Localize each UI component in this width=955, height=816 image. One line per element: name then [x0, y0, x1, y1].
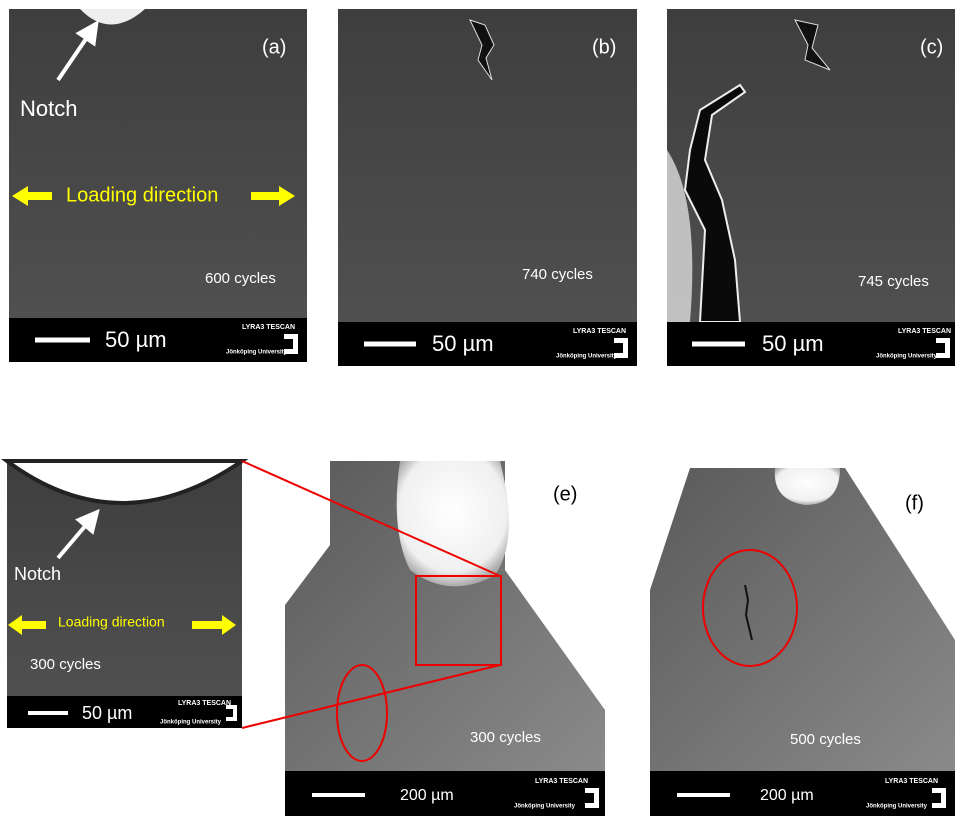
cycles: 300 cycles: [30, 656, 101, 673]
notch-label: Notch: [20, 96, 77, 121]
loading-label: Loading direction: [58, 614, 165, 630]
instrument: LYRA3 TESCAN: [535, 778, 588, 785]
institution: Jönköping University: [556, 354, 618, 360]
panel-label: (a): [262, 36, 286, 58]
panel-f: (f) 500 cycles 200 µm LYRA3 TESCAN Jönkö…: [650, 468, 955, 816]
scale-label: 200 µm: [760, 787, 814, 804]
panel-label: (e): [553, 483, 577, 505]
cycles: 300 cycles: [470, 729, 541, 746]
panel-d: Notch Loading direction (d) 300 cycles 5…: [7, 461, 242, 728]
panel-label: (d): [152, 470, 176, 492]
instrument: LYRA3 TESCAN: [242, 324, 295, 331]
cycles: 745 cycles: [858, 273, 929, 290]
panel-label: (f): [905, 492, 924, 514]
panel-b: (b) 740 cycles 50 µm LYRA3 TESCAN Jönköp…: [338, 9, 637, 366]
cycles: 600 cycles: [205, 270, 276, 287]
institution: Jönköping University: [866, 804, 928, 810]
scale-label: 50 µm: [82, 703, 132, 723]
institution: Jönköping University: [160, 720, 222, 726]
hole: [397, 461, 509, 586]
scale-label: 50 µm: [105, 327, 167, 352]
instrument: LYRA3 TESCAN: [178, 700, 231, 707]
cycles: 500 cycles: [790, 731, 861, 748]
instrument: LYRA3 TESCAN: [885, 778, 938, 785]
instrument: LYRA3 TESCAN: [573, 328, 626, 335]
scale-label: 200 µm: [400, 787, 454, 804]
page: {"panels": [ {"label": "(a)", "cycles": …: [0, 0, 955, 816]
cycles: 740 cycles: [522, 266, 593, 283]
panel-e: (e) 300 cycles 200 µm LYRA3 TESCAN Jönkö…: [242, 461, 605, 816]
figure: Notch Loading direction (a) 600 cycles 5…: [0, 0, 955, 816]
notch-label: Notch: [14, 564, 61, 584]
instrument: LYRA3 TESCAN: [898, 328, 951, 335]
loading-label: Loading direction: [66, 184, 218, 206]
panel-label: (b): [592, 36, 616, 58]
institution: Jönköping University: [514, 804, 576, 810]
scale-label: 50 µm: [762, 331, 824, 356]
institution: Jönköping University: [226, 350, 288, 356]
institution: Jönköping University: [876, 354, 938, 360]
panel-label: (c): [920, 36, 943, 58]
scale-label: 50 µm: [432, 331, 494, 356]
panel-c: (c) 745 cycles 50 µm LYRA3 TESCAN Jönköp…: [667, 9, 955, 366]
panel-a: Notch Loading direction (a) 600 cycles 5…: [9, 9, 307, 362]
